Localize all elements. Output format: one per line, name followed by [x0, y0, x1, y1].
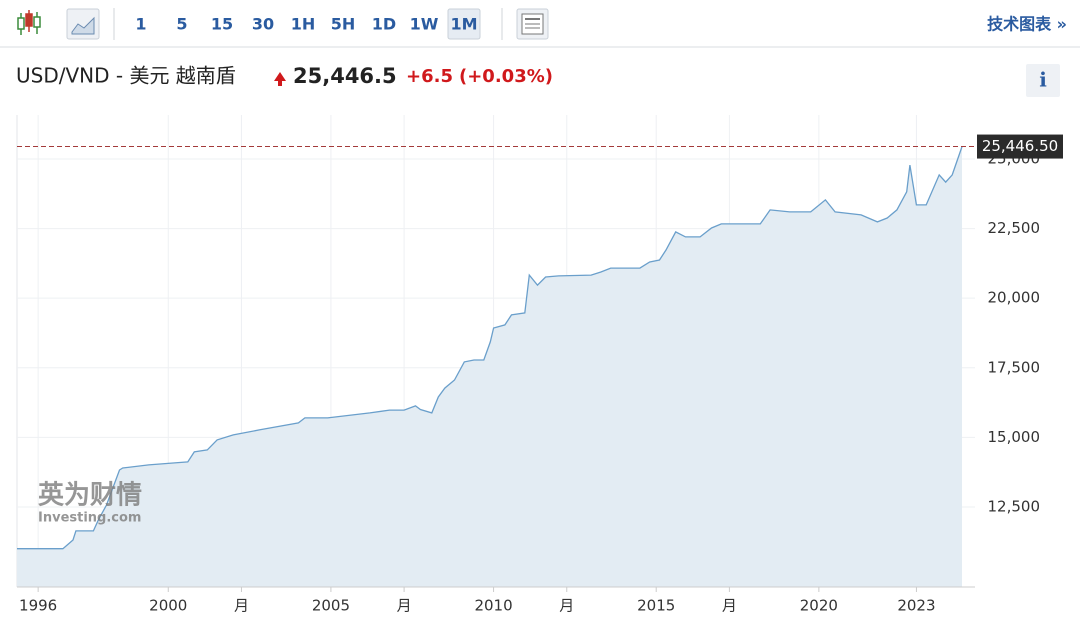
up-arrow [274, 72, 286, 86]
active-interval-bg [447, 8, 481, 40]
candlestick-icon[interactable] [17, 10, 41, 35]
price: 25,446.5 [293, 64, 397, 88]
area-fill [17, 146, 962, 587]
news-icon[interactable] [516, 8, 549, 40]
x-tick-label: 月 [559, 597, 574, 615]
interval-button[interactable]: 5 [176, 15, 187, 34]
current-price-box [977, 134, 1063, 159]
instrument-name: USD/VND - 美元 越南盾 [16, 64, 236, 88]
x-tick-label: 2023 [897, 597, 935, 615]
interval-button[interactable]: 5H [331, 15, 356, 34]
interval-button[interactable]: 1W [410, 15, 439, 34]
info-button[interactable] [1026, 64, 1060, 97]
x-tick-label: 2015 [637, 597, 675, 615]
area-icon[interactable] [66, 8, 100, 40]
technical-chart-link[interactable]: 技术图表 » [987, 15, 1067, 34]
change: +6.5 [406, 66, 453, 87]
x-tick-label: 月 [722, 597, 737, 615]
interval-button[interactable]: 1D [372, 15, 396, 34]
x-tick-label: 2000 [149, 597, 187, 615]
y-tick-label: 22,500 [988, 219, 1041, 237]
interval-button[interactable]: 1H [291, 15, 316, 34]
watermark-site: Investing.com [38, 511, 141, 526]
interval-button[interactable]: 15 [211, 15, 233, 34]
x-tick-label: 月 [234, 597, 249, 615]
current-price-label: 25,446.50 [982, 137, 1058, 155]
interval-button[interactable]: 30 [252, 15, 274, 34]
x-tick-label: 1996 [19, 597, 57, 615]
x-tick-label: 月 [397, 597, 412, 615]
interval-button[interactable]: 1M [450, 15, 477, 34]
watermark-brand: 英为财情 [38, 481, 142, 511]
info-label: i [1039, 68, 1047, 92]
y-tick-label: 20,000 [988, 289, 1041, 307]
y-tick-label: 12,500 [988, 497, 1041, 515]
x-tick-label: 2010 [474, 597, 512, 615]
x-tick-label: 2005 [312, 597, 350, 615]
interval-button[interactable]: 1 [135, 15, 146, 34]
price-line [17, 146, 963, 550]
change-percent: (+0.03%) [459, 66, 553, 87]
x-tick-label: 2020 [800, 597, 838, 615]
y-tick-label: 17,500 [988, 358, 1041, 376]
y-tick-label: 15,000 [988, 428, 1041, 446]
